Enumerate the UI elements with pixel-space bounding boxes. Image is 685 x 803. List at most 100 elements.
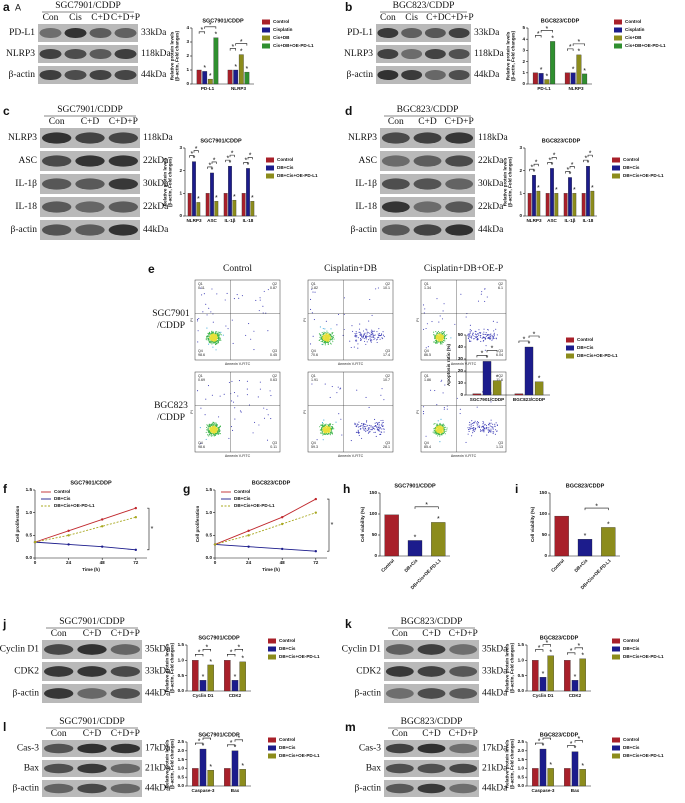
flow-dot — [218, 331, 220, 333]
chart-title: BGC823/CDDP — [252, 480, 291, 486]
flow-dot — [433, 432, 435, 434]
blot-band — [417, 743, 446, 754]
flow-dot — [206, 426, 208, 428]
flow-dot — [488, 429, 490, 431]
chart-title: BGC823/CDDP — [541, 18, 580, 24]
legend-label: DB+Cis+OE-PD-L1 — [623, 654, 664, 659]
flow-dot — [211, 330, 213, 332]
flow-dot — [436, 342, 438, 344]
point — [281, 522, 284, 526]
y-axis-label: (β-actin, Fold changes) — [170, 738, 175, 789]
flow-dot — [214, 341, 216, 343]
flow-dot — [436, 432, 438, 434]
flow-dot — [382, 419, 384, 421]
quadrant-value: 0.63 — [270, 378, 277, 382]
flow-dot — [269, 390, 271, 392]
flow-dot — [443, 430, 445, 432]
legend-label: DB+Cis — [234, 496, 251, 501]
flow-dot — [208, 343, 210, 345]
bracket — [574, 647, 583, 650]
flow-dot — [333, 428, 335, 430]
significance-mark: * — [546, 26, 549, 33]
flow-dot — [365, 423, 367, 425]
flow-dot — [380, 419, 382, 422]
flow-dot — [262, 312, 264, 314]
flow-dot — [468, 430, 470, 433]
panel-letter: k — [345, 617, 352, 631]
significance-mark: * — [425, 502, 428, 509]
flow-dot — [231, 319, 233, 321]
flow-dot — [326, 330, 328, 332]
point — [281, 547, 284, 551]
flow-plot-frame — [420, 279, 507, 361]
flow-dot — [354, 332, 356, 335]
x-tick-label: 72 — [133, 560, 139, 565]
y-tick-label: 1.5 — [206, 487, 213, 492]
flow-dot — [324, 328, 326, 330]
bracket — [227, 744, 236, 747]
blot-band — [44, 688, 74, 699]
row-kda: 21kDa — [145, 764, 171, 774]
bracket — [540, 30, 553, 33]
flow-dot — [442, 423, 444, 425]
bar — [472, 393, 482, 396]
flow-dot — [321, 422, 324, 424]
bracket — [147, 507, 150, 551]
significance-mark: * — [545, 733, 548, 740]
blot-title: SGC7901/CDDP — [59, 617, 124, 627]
flow-dot — [483, 427, 485, 429]
x-tick-label: CDK2 — [229, 693, 242, 698]
quadrant-value: 0.87 — [270, 286, 277, 290]
flow-dot — [481, 337, 483, 339]
blot-band — [108, 224, 138, 236]
flow-dot — [435, 338, 437, 340]
bracket — [229, 48, 237, 51]
row-kda: 44kDa — [145, 689, 171, 699]
row-kda: 17kDa — [145, 744, 171, 754]
legend-label: DB+Cis — [54, 496, 71, 501]
flow-dot — [214, 428, 216, 430]
bracket — [225, 159, 231, 163]
row-kda: 44kDa — [143, 225, 169, 235]
flow-dot — [437, 425, 439, 427]
flow-dot — [423, 304, 425, 306]
flow-dot — [323, 428, 325, 430]
flow-dot — [483, 328, 485, 330]
significance-mark: * — [226, 155, 229, 162]
point — [134, 506, 137, 510]
blot-band — [77, 763, 107, 774]
flow-dot — [489, 425, 491, 427]
flow-dot — [442, 342, 444, 344]
flow-dot — [214, 423, 216, 425]
flow-dot — [211, 426, 213, 428]
flow-dot — [435, 432, 437, 434]
flow-dot — [208, 430, 210, 432]
flow-dot — [376, 338, 379, 340]
flow-dot — [205, 398, 207, 400]
flow-dot — [362, 337, 364, 339]
y-tick-label: 1.0 — [178, 766, 185, 771]
blot-band — [449, 644, 478, 655]
x-tick-label: Control — [380, 558, 395, 573]
flow-dot — [361, 423, 363, 425]
flow-dot — [482, 426, 484, 428]
flow-dot — [438, 334, 440, 336]
blot-strip — [376, 45, 471, 63]
bracket — [535, 35, 542, 38]
significance-mark: * — [198, 738, 201, 745]
blot-band — [385, 644, 414, 655]
flow-dot — [208, 434, 210, 436]
legend-swatch — [614, 35, 622, 41]
flow-dot — [368, 428, 370, 430]
flow-dot — [450, 337, 452, 339]
y-tick-label: 10 — [458, 380, 464, 385]
y-tick-label: 50 — [372, 532, 378, 537]
y-tick-label: 0 — [186, 81, 189, 86]
blot-title: BGC823/CDDP — [393, 1, 455, 11]
flow-dot — [442, 339, 444, 341]
flow-dot — [322, 439, 324, 441]
flow-dot — [218, 430, 220, 432]
flow-dot — [367, 332, 369, 334]
blot-band — [401, 69, 423, 81]
